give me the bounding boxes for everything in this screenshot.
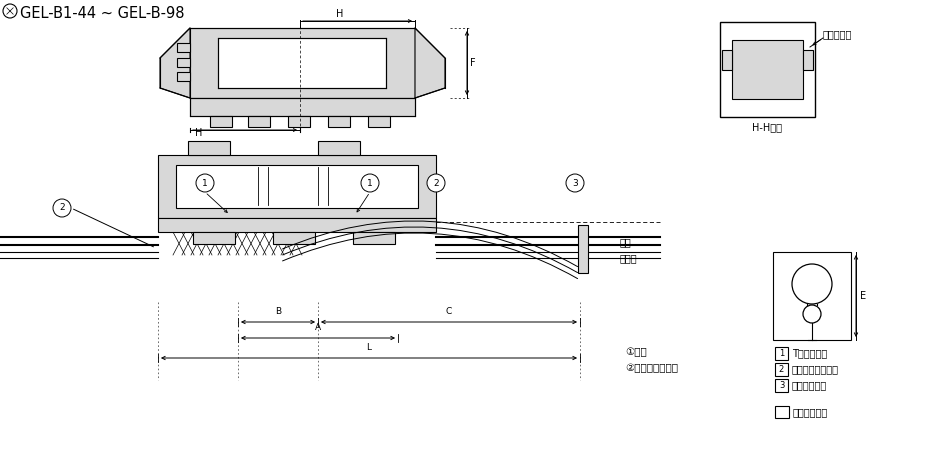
Bar [722,50,731,70]
Text: 2: 2 [433,179,438,188]
Circle shape [361,174,379,192]
Bar [774,379,787,392]
Bar [774,347,787,360]
Text: ケーブルタイ: ケーブルタイ [791,380,826,390]
Text: 1: 1 [367,179,372,188]
Text: 2: 2 [59,204,65,212]
Polygon shape [414,28,445,98]
Text: B: B [274,307,281,316]
Circle shape [803,305,820,323]
Bar [177,72,189,81]
Bar [803,50,812,70]
Text: 3: 3 [571,179,577,188]
Text: F: F [469,58,475,68]
Text: L: L [367,343,371,352]
Bar [177,58,189,67]
Bar [248,116,269,127]
Circle shape [53,199,71,217]
Text: H: H [336,9,344,19]
Bar [327,116,349,127]
Text: ②ケーブルシース: ②ケーブルシース [625,363,677,373]
Bar [272,232,315,244]
Bar [189,98,414,116]
Circle shape [791,264,831,304]
Bar [288,116,309,127]
Text: 1: 1 [202,179,208,188]
Text: C: C [446,307,451,316]
Bar [578,225,587,273]
Text: H-H断面: H-H断面 [751,122,782,132]
Text: GEL-B1-44 ~ GEL-B-98: GEL-B1-44 ~ GEL-B-98 [20,6,185,21]
Text: ストッパー: ストッパー [823,29,851,39]
Bar [318,141,360,155]
Bar [189,28,414,98]
Text: A: A [314,323,321,332]
Bar [209,116,231,127]
Bar [218,38,386,88]
Bar [193,232,235,244]
Bar [774,406,788,418]
Polygon shape [160,28,189,98]
Bar [176,165,418,208]
Bar [772,252,850,340]
Bar [367,116,389,127]
Text: ジェルクロージャ: ジェルクロージャ [791,364,838,374]
Circle shape [565,174,584,192]
Bar [774,363,787,376]
Text: H: H [195,128,202,138]
Text: 分岐線: 分岐線 [620,253,637,263]
Text: 3: 3 [778,381,783,390]
Bar [158,155,436,218]
Text: ①導体: ①導体 [625,347,646,357]
Circle shape [196,174,214,192]
Text: 帹線: 帹線 [620,237,631,247]
Bar [158,218,436,232]
Text: T型コネクタ: T型コネクタ [791,348,826,358]
Text: E: E [859,291,865,301]
Text: 2: 2 [778,365,783,374]
Bar [188,141,229,155]
Circle shape [426,174,445,192]
Bar [720,22,814,117]
Text: 弊社該当製品: 弊社該当製品 [792,407,827,417]
Bar [352,232,394,244]
Bar [731,40,803,99]
Bar [177,43,189,52]
Text: 1: 1 [778,348,783,358]
